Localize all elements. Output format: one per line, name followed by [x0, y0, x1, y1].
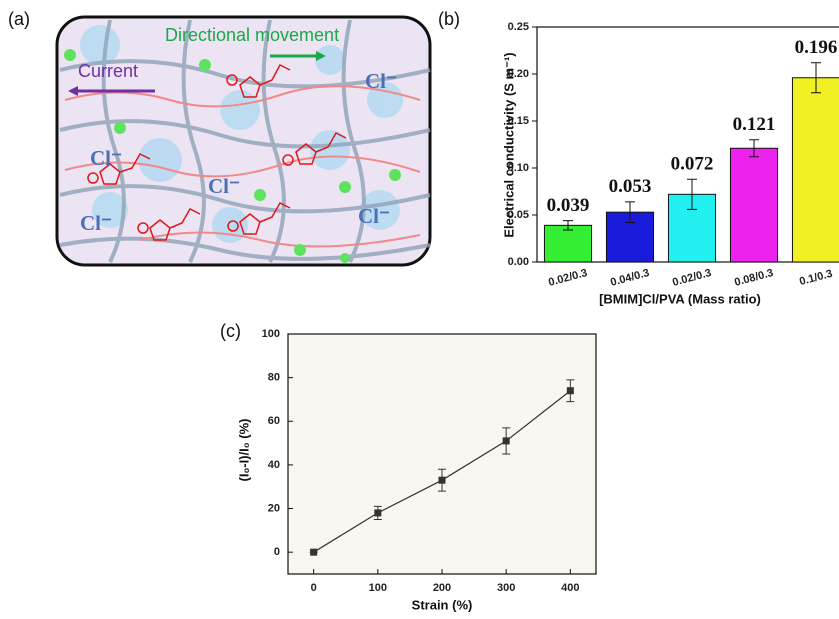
marker [374, 509, 381, 516]
panel-label: (c) [220, 321, 241, 341]
y-tick-label: 0.00 [508, 256, 529, 268]
ion-label: Cl⁻ [358, 204, 390, 228]
x-tick-label: 400 [561, 582, 579, 594]
marker [439, 477, 446, 484]
data-label: 0.053 [609, 176, 652, 197]
plot-frame [288, 334, 596, 574]
data-label: 0.039 [547, 195, 590, 216]
ion-label: Cl⁻ [80, 211, 112, 235]
marker [567, 387, 574, 394]
y-tick-label: 20 [268, 502, 280, 514]
y-tick-label: 40 [268, 459, 280, 471]
y-tick-label: 0.25 [508, 21, 529, 33]
movement-label: Directional movement [165, 25, 339, 45]
data-label: 0.121 [733, 114, 776, 135]
x-tick-label: 200 [433, 582, 451, 594]
y-axis-label: Electrical conductivity (S m⁻¹) [501, 52, 516, 237]
diagram: Directional movement Current Cl⁻ Cl⁻ Cl⁻… [57, 17, 430, 265]
bar [792, 78, 839, 262]
data-label: 0.196 [795, 37, 838, 58]
marker [503, 437, 510, 444]
ion-label: Cl⁻ [208, 174, 240, 198]
marker [310, 549, 317, 556]
y-tick-label: 60 [268, 415, 280, 427]
current-label: Current [78, 61, 138, 81]
x-tick-label: 0.1/0.3 [798, 268, 834, 288]
x-tick-label: 300 [497, 582, 515, 594]
x-tick-label: 100 [369, 582, 387, 594]
ion-label: Cl⁻ [365, 69, 397, 93]
x-tick-label: 0 [311, 582, 317, 594]
bar [544, 225, 591, 262]
x-axis-label: [BMIM]Cl/PVA (Mass ratio) [599, 291, 761, 306]
x-tick-label: 0.02/0.3 [671, 267, 713, 289]
y-axis-label: (I₀-I)/I₀ (%) [236, 419, 251, 482]
bar [730, 148, 777, 262]
y-tick-label: 80 [268, 372, 280, 384]
ion-label: Cl⁻ [90, 146, 122, 170]
panel-label: (b) [438, 9, 460, 29]
x-axis-label: Strain (%) [412, 597, 473, 612]
y-tick-label: 100 [262, 328, 280, 340]
x-tick-label: 0.02/0.3 [547, 267, 589, 289]
panel-label: (a) [8, 9, 30, 29]
figure: (a) (b) (c) [0, 0, 839, 619]
x-tick-label: 0.04/0.3 [609, 267, 651, 289]
y-tick-label: 0 [274, 546, 280, 558]
data-label: 0.072 [671, 154, 714, 175]
x-tick-label: 0.08/0.3 [733, 267, 775, 289]
